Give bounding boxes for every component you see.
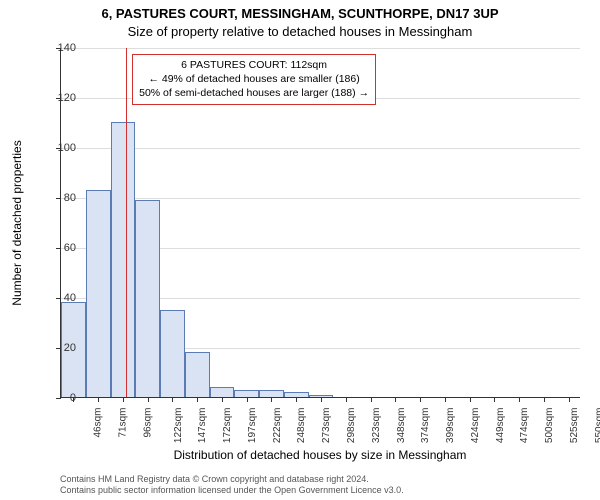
xtick-mark	[247, 397, 248, 402]
xtick-label: 550sqm	[594, 408, 600, 444]
xtick-mark	[445, 397, 446, 402]
xtick-mark	[371, 397, 372, 402]
callout-line-2: ← 49% of detached houses are smaller (18…	[139, 72, 369, 86]
xtick-mark	[296, 397, 297, 402]
footer-line-2: Contains public sector information licen…	[60, 485, 404, 496]
xtick-label: 474sqm	[519, 408, 530, 444]
xtick-label: 172sqm	[222, 408, 233, 444]
xtick-label: 46sqm	[93, 408, 104, 438]
histogram-bar	[111, 122, 136, 397]
footer-attribution: Contains HM Land Registry data © Crown c…	[60, 474, 404, 497]
xtick-label: 71sqm	[118, 408, 129, 438]
xtick-mark	[321, 397, 322, 402]
ytick-label: 60	[46, 242, 76, 254]
xtick-mark	[197, 397, 198, 402]
ytick-label: 40	[46, 292, 76, 304]
xtick-mark	[346, 397, 347, 402]
marker-callout: 6 PASTURES COURT: 112sqm← 49% of detache…	[132, 54, 376, 105]
xtick-label: 222sqm	[272, 408, 283, 444]
xtick-label: 525sqm	[569, 408, 580, 444]
plot-area: 6 PASTURES COURT: 112sqm← 49% of detache…	[60, 48, 580, 398]
chart-title-1: 6, PASTURES COURT, MESSINGHAM, SCUNTHORP…	[0, 6, 600, 21]
xtick-mark	[519, 397, 520, 402]
gridline	[61, 48, 580, 49]
ytick-label: 20	[46, 342, 76, 354]
xtick-mark	[98, 397, 99, 402]
xtick-label: 197sqm	[247, 408, 258, 444]
xtick-mark	[172, 397, 173, 402]
xtick-label: 298sqm	[346, 408, 357, 444]
xtick-mark	[569, 397, 570, 402]
ytick-label: 80	[46, 192, 76, 204]
histogram-bar	[86, 190, 111, 398]
xtick-label: 374sqm	[420, 408, 431, 444]
xtick-label: 96sqm	[142, 408, 153, 438]
xtick-mark	[420, 397, 421, 402]
xtick-mark	[222, 397, 223, 402]
xtick-label: 273sqm	[321, 408, 332, 444]
property-marker-line	[126, 48, 127, 397]
xtick-label: 500sqm	[544, 408, 555, 444]
ytick-label: 140	[46, 42, 76, 54]
x-axis-label: Distribution of detached houses by size …	[60, 448, 580, 462]
chart-container: 6, PASTURES COURT, MESSINGHAM, SCUNTHORP…	[0, 0, 600, 500]
histogram-bar	[160, 310, 185, 398]
xtick-label: 348sqm	[396, 408, 407, 444]
xtick-label: 122sqm	[173, 408, 184, 444]
xtick-label: 323sqm	[371, 408, 382, 444]
xtick-label: 248sqm	[297, 408, 308, 444]
xtick-label: 424sqm	[470, 408, 481, 444]
xtick-label: 449sqm	[495, 408, 506, 444]
y-axis-label: Number of detached properties	[10, 140, 24, 305]
footer-line-1: Contains HM Land Registry data © Crown c…	[60, 474, 404, 485]
xtick-mark	[494, 397, 495, 402]
xtick-mark	[395, 397, 396, 402]
ytick-label: 0	[46, 392, 76, 404]
xtick-mark	[148, 397, 149, 402]
xtick-mark	[271, 397, 272, 402]
xtick-mark	[470, 397, 471, 402]
ytick-label: 100	[46, 142, 76, 154]
xtick-label: 399sqm	[445, 408, 456, 444]
histogram-bar	[135, 200, 160, 398]
callout-line-3: 50% of semi-detached houses are larger (…	[139, 86, 369, 100]
chart-title-2: Size of property relative to detached ho…	[0, 24, 600, 39]
ytick-label: 120	[46, 92, 76, 104]
histogram-bar	[210, 387, 235, 397]
histogram-bar	[185, 352, 210, 397]
histogram-bar	[259, 390, 284, 398]
xtick-mark	[544, 397, 545, 402]
gridline	[61, 148, 580, 149]
histogram-bar	[234, 390, 259, 398]
xtick-mark	[123, 397, 124, 402]
xtick-label: 147sqm	[198, 408, 209, 444]
callout-line-1: 6 PASTURES COURT: 112sqm	[139, 58, 369, 72]
